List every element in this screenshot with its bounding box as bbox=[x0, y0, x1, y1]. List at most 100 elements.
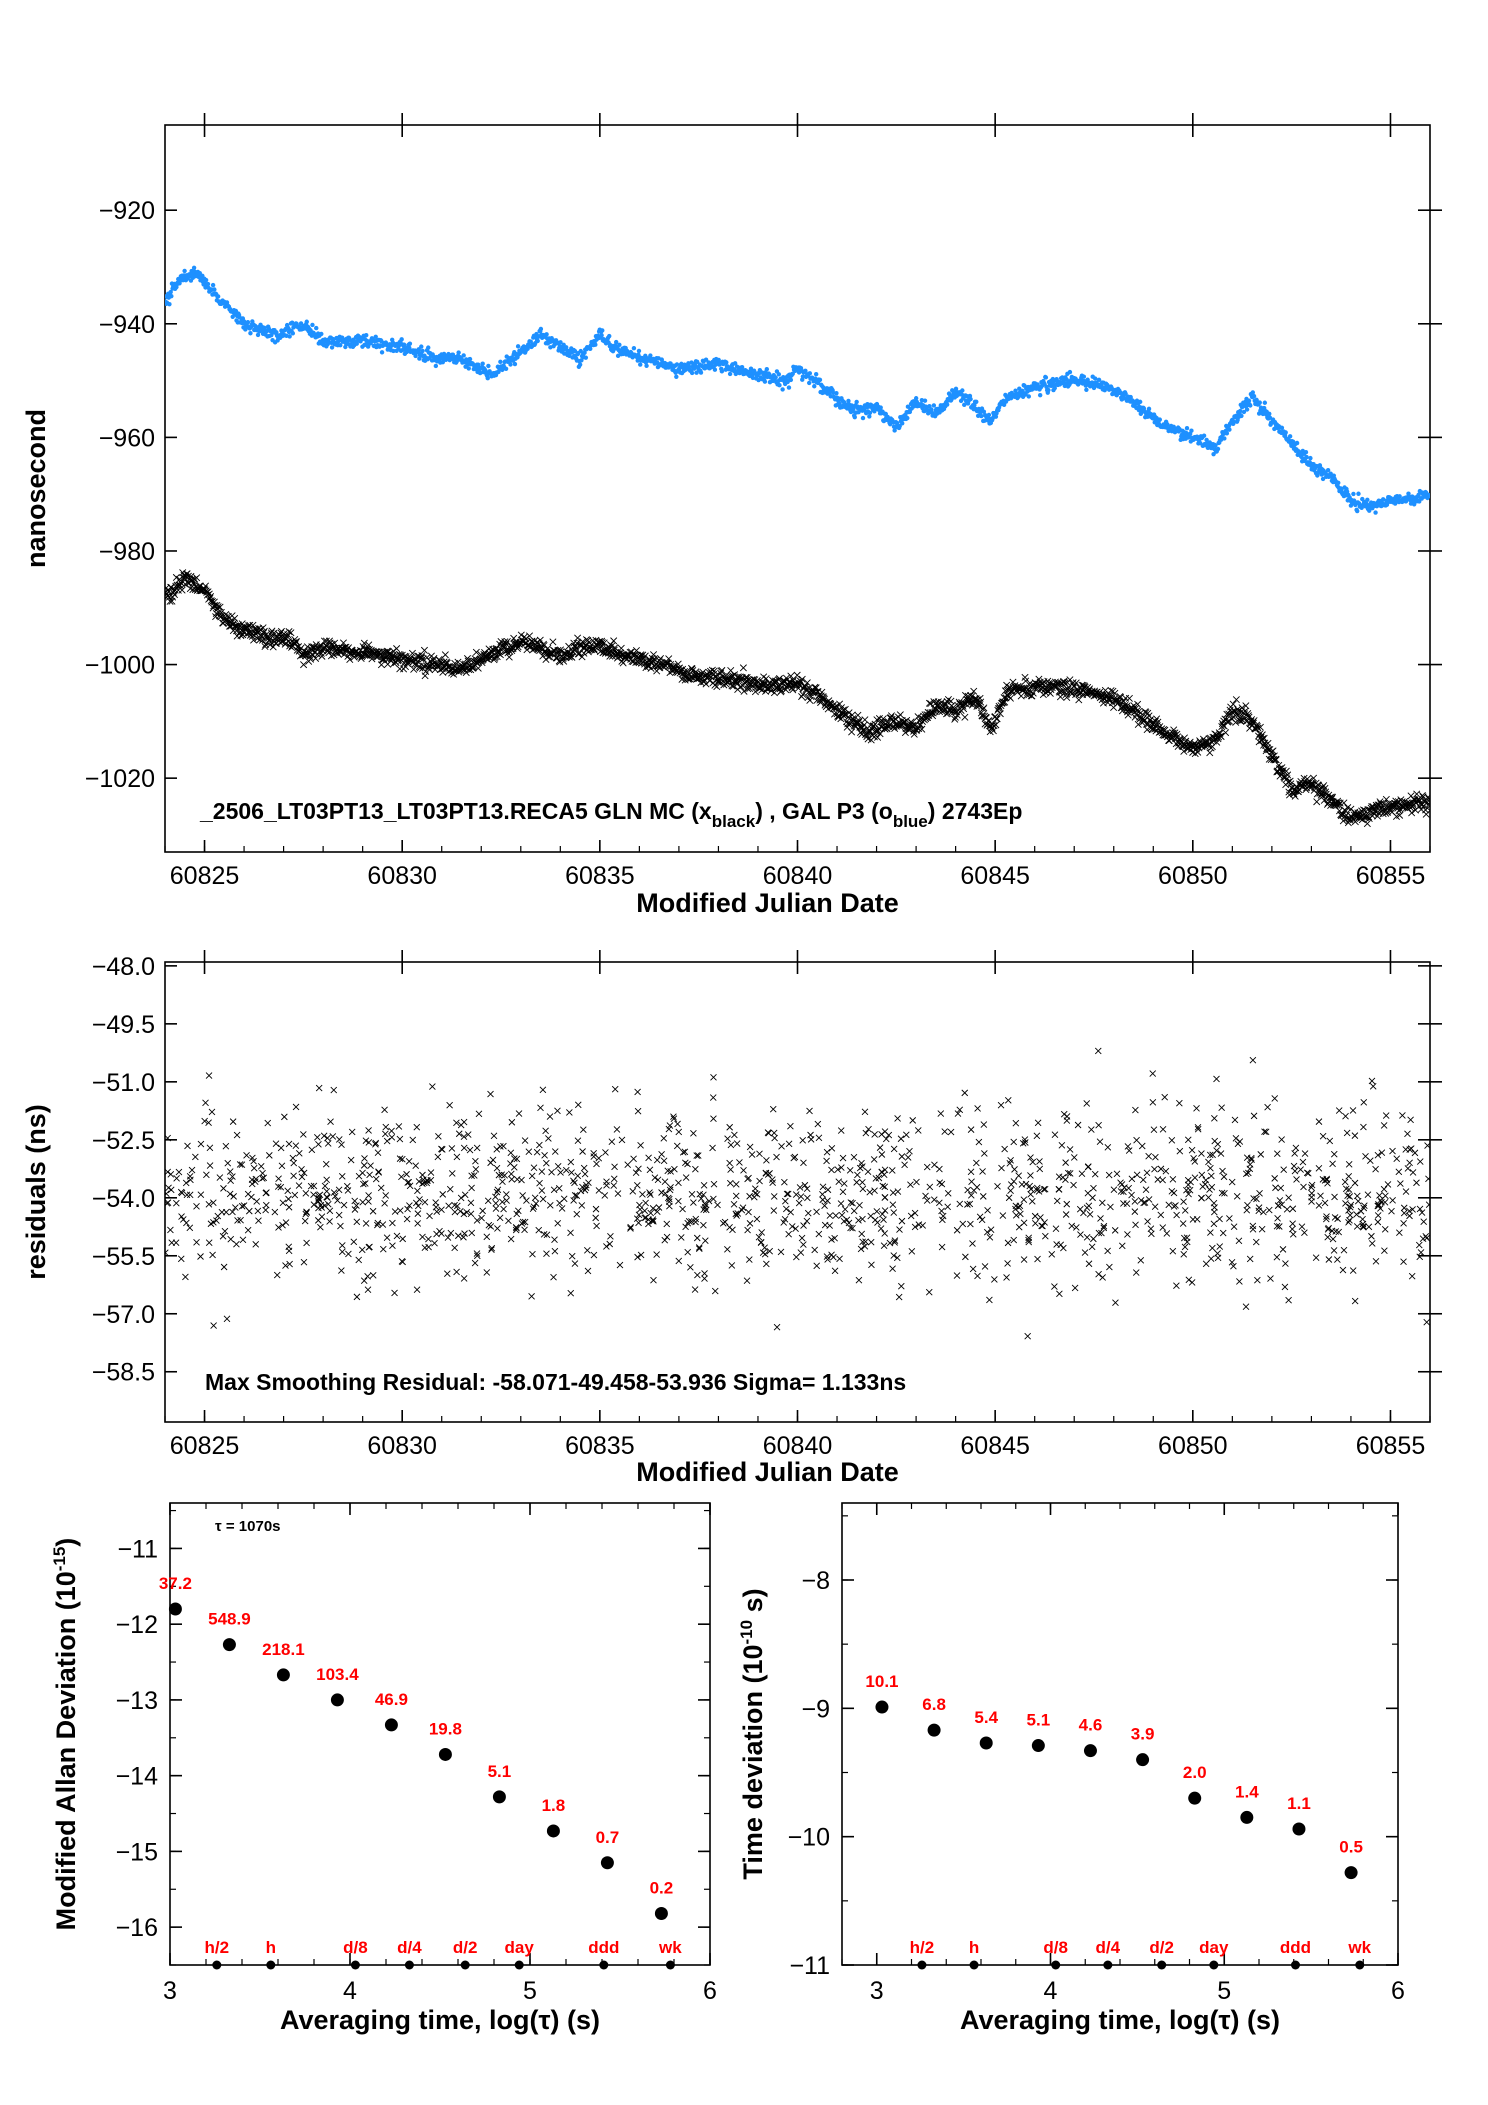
data-point-x bbox=[420, 646, 428, 654]
data-point-x bbox=[708, 666, 716, 674]
data-point-x bbox=[837, 1200, 845, 1207]
data-point-blue bbox=[1283, 430, 1288, 435]
data-point-blue bbox=[852, 414, 857, 420]
series-black bbox=[165, 569, 1430, 828]
data-point-x bbox=[396, 1207, 404, 1214]
data-point-blue bbox=[1251, 393, 1257, 399]
data-point-x bbox=[1154, 718, 1162, 726]
data-point-blue bbox=[1184, 425, 1190, 431]
data-point-blue bbox=[515, 344, 521, 349]
data-point-x bbox=[611, 1085, 619, 1093]
data-point-x bbox=[1376, 798, 1384, 806]
data-point-x bbox=[250, 636, 258, 644]
data-point-x bbox=[1124, 1231, 1131, 1238]
data-point-x bbox=[839, 706, 847, 714]
data-point-x bbox=[580, 1164, 588, 1172]
data-point-x bbox=[1345, 1172, 1353, 1180]
data-point-blue bbox=[788, 377, 794, 383]
data-point-x bbox=[1063, 693, 1071, 701]
data-point-x bbox=[1310, 774, 1318, 782]
data-point-x bbox=[457, 1194, 465, 1202]
data-point-x bbox=[505, 653, 513, 661]
data-point-x bbox=[936, 1179, 944, 1186]
data-point-x bbox=[234, 1217, 241, 1224]
data-point-x bbox=[896, 1226, 903, 1233]
data-point-x bbox=[192, 1153, 199, 1161]
data-point-blue bbox=[210, 282, 216, 288]
data-point-x bbox=[184, 1142, 191, 1150]
data-point-blue bbox=[212, 287, 217, 292]
data-point-x bbox=[1249, 1056, 1257, 1064]
data-point-x bbox=[856, 1201, 863, 1209]
data-point-blue bbox=[433, 363, 439, 369]
data-point-x bbox=[1202, 1176, 1210, 1184]
data-point-x bbox=[1036, 1158, 1043, 1165]
data-point-x bbox=[606, 1240, 614, 1248]
data-point-x bbox=[640, 657, 648, 665]
data-point-x bbox=[1339, 817, 1347, 825]
data-point-x bbox=[393, 1232, 401, 1240]
data-point-x bbox=[973, 1159, 980, 1167]
data-point-x bbox=[968, 693, 976, 701]
data-point-blue bbox=[426, 345, 431, 350]
data-point-x bbox=[531, 1194, 539, 1202]
data-point-x bbox=[188, 1166, 196, 1174]
data-point-x bbox=[1408, 809, 1416, 817]
plot-frame bbox=[164, 961, 1431, 1423]
data-point-x bbox=[845, 1219, 853, 1227]
data-point-x bbox=[775, 674, 783, 683]
data-point-x bbox=[351, 1197, 359, 1205]
data-point-x bbox=[401, 663, 409, 671]
data-point-x bbox=[1353, 1223, 1361, 1230]
title-part: ) , GAL P3 (o bbox=[755, 798, 893, 824]
data-point-x bbox=[1134, 700, 1142, 708]
data-point-x bbox=[1246, 1161, 1254, 1168]
data-point-x bbox=[278, 1162, 286, 1170]
data-point-blue bbox=[1017, 386, 1022, 391]
data-point-x bbox=[804, 1209, 812, 1217]
x-tick-label: 60840 bbox=[763, 1432, 833, 1460]
data-point-x bbox=[848, 728, 856, 736]
data-point-x bbox=[460, 1275, 468, 1282]
data-point-x bbox=[953, 1272, 961, 1279]
data-point-x bbox=[826, 1212, 834, 1219]
data-point-blue bbox=[689, 370, 695, 376]
data-point-blue bbox=[931, 403, 937, 408]
data-point-x bbox=[679, 1205, 686, 1213]
data-point-x bbox=[778, 1142, 785, 1150]
data-point-x bbox=[610, 637, 618, 645]
data-point-x bbox=[1177, 739, 1185, 747]
data-point-x bbox=[656, 655, 665, 663]
data-point-x bbox=[922, 1192, 929, 1200]
data-point-x bbox=[907, 1181, 914, 1188]
data-point-blue bbox=[289, 320, 295, 325]
data-point-x bbox=[637, 1141, 644, 1149]
data-point-x bbox=[554, 1220, 562, 1227]
data-point-blue bbox=[960, 388, 965, 393]
data-point-x bbox=[1380, 1122, 1388, 1129]
data-point-x bbox=[800, 1222, 807, 1229]
data-point-x bbox=[745, 1256, 753, 1263]
data-point-x bbox=[578, 653, 586, 661]
x-tick-label: 60825 bbox=[170, 1432, 240, 1460]
data-point-x bbox=[1278, 1136, 1285, 1143]
y-tick-label: −51.0 bbox=[92, 1069, 155, 1097]
title-part: _2506_LT03PT13_LT03PT13.RECA5 GLN MC (x bbox=[199, 798, 712, 824]
data-point-blue bbox=[1365, 497, 1370, 503]
data-point-x bbox=[1261, 739, 1269, 747]
data-point-blue bbox=[508, 362, 513, 367]
data-point-blue bbox=[636, 348, 642, 354]
data-point-x bbox=[764, 1129, 772, 1136]
data-point-x bbox=[1368, 1240, 1376, 1247]
y-tick-label: −52.5 bbox=[92, 1127, 155, 1155]
data-point-x bbox=[1404, 1130, 1411, 1138]
data-point-x bbox=[608, 1138, 616, 1146]
data-point-x bbox=[904, 1154, 912, 1161]
data-point-blue bbox=[480, 361, 485, 366]
data-point-x bbox=[641, 1207, 649, 1215]
data-point-x bbox=[1149, 1070, 1157, 1077]
data-point-x bbox=[806, 696, 814, 704]
data-point-x bbox=[434, 1153, 442, 1161]
data-point-x bbox=[1163, 1230, 1171, 1237]
data-point-x bbox=[781, 1178, 788, 1186]
